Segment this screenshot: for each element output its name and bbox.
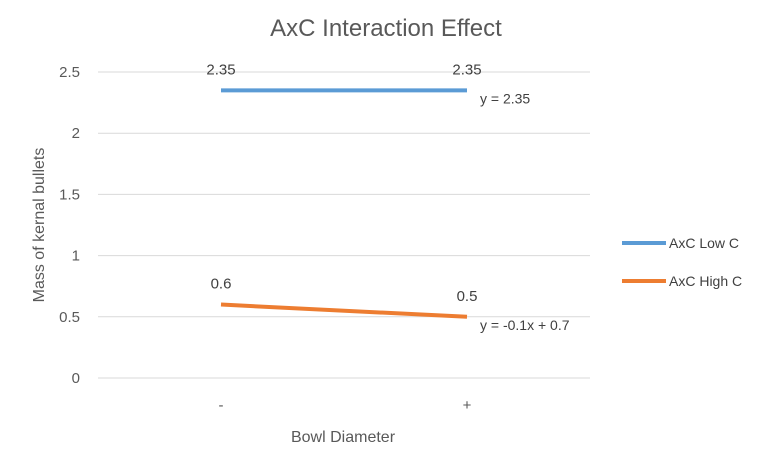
data-label: 0.6 — [211, 276, 232, 293]
x-tick-label: + — [463, 397, 472, 414]
x-axis-label: Bowl Diameter — [291, 429, 396, 446]
y-tick-label: 2.5 — [59, 64, 80, 81]
chart-title: AxC Interaction Effect — [270, 15, 502, 42]
gridlines — [98, 71, 590, 379]
y-tick-labels: 0 0.5 1 1.5 2 2.5 — [59, 64, 80, 387]
y-axis-label: Mass of kernal bullets — [31, 148, 48, 303]
data-labels: 2.35 2.35 y = 2.35 0.6 0.5y = -0.1x + 0.7 — [206, 61, 569, 332]
data-label: 2.35 — [206, 61, 235, 78]
legend: AxC Low C AxC High C — [622, 235, 742, 289]
legend-label: AxC High C — [669, 273, 742, 289]
y-tick-label: 2 — [72, 125, 80, 142]
x-tick-label: - — [219, 397, 224, 414]
trendline-equation: y = 2.35 — [480, 90, 530, 106]
y-tick-label: 0 — [72, 370, 80, 387]
y-tick-label: 0.5 — [59, 309, 80, 326]
y-tick-label: 1.5 — [59, 186, 80, 203]
series-line-1 — [220, 302, 468, 319]
series — [220, 88, 468, 319]
x-tick-labels: - + — [219, 397, 472, 414]
y-tick-label: 1 — [72, 248, 80, 265]
legend-label: AxC Low C — [669, 235, 739, 251]
data-label: 2.35 — [452, 61, 481, 78]
data-label: 0.5 — [457, 288, 478, 305]
trendline-equation: y = -0.1x + 0.7 — [480, 317, 570, 333]
